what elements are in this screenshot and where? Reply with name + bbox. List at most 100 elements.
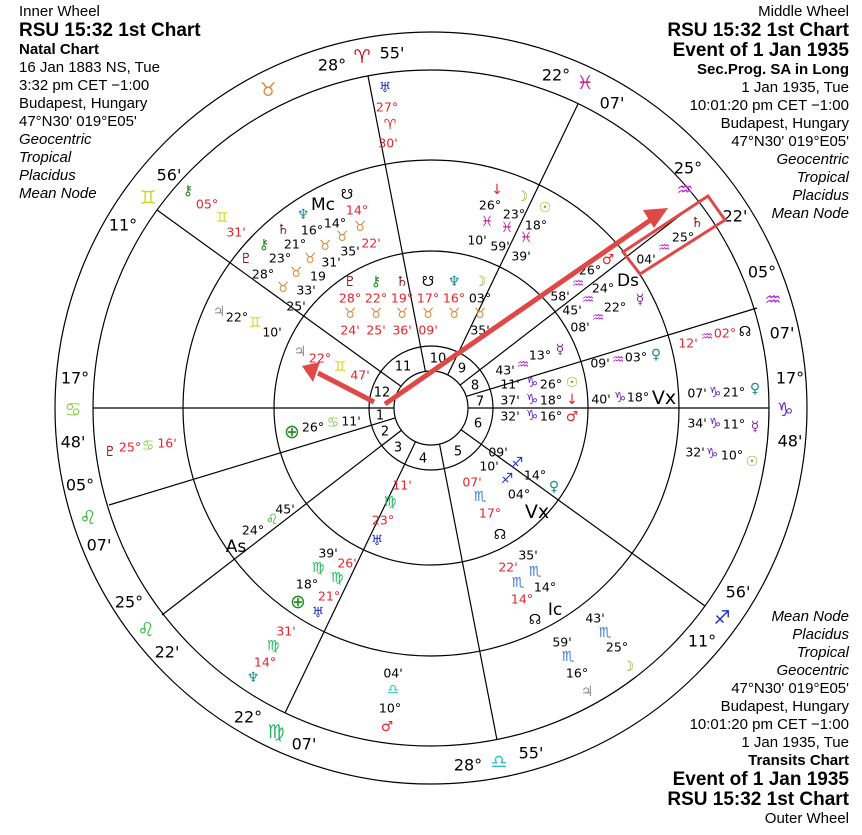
degree-label: 23° bbox=[503, 207, 525, 222]
chart-coords: 47°N30' 019°E05' bbox=[19, 113, 137, 130]
wheel-labels: 28° ♈ 55'22° ♓07'25°♒22'05°♒07'17°♑48'56'♐1… bbox=[61, 44, 805, 775]
degree-label: 37' bbox=[500, 393, 519, 408]
degree-label: 18° bbox=[627, 390, 649, 405]
neptune-glyph-icon: ♆ bbox=[448, 274, 461, 290]
gemini-glyph-icon: ♊ bbox=[216, 210, 229, 226]
node-type: Mean Node bbox=[19, 185, 97, 202]
scorpio-glyph-icon: ♏ bbox=[599, 625, 612, 641]
degree-label: 07' bbox=[462, 475, 481, 490]
chart-place: Budapest, Hungary bbox=[720, 698, 849, 715]
house-number: 12 bbox=[374, 386, 391, 401]
degree-label: 22° bbox=[234, 708, 262, 727]
mercury-glyph-icon: ☿ bbox=[636, 292, 645, 308]
pisces-glyph-icon: ♓ bbox=[520, 230, 533, 246]
degree-label: 24' bbox=[340, 323, 359, 338]
degree-label: 22' bbox=[361, 236, 380, 251]
house-number: 6 bbox=[474, 417, 482, 432]
degree-label: 56' bbox=[157, 166, 182, 185]
degree-label: 04° bbox=[508, 487, 530, 502]
degree-label: 13° bbox=[529, 348, 551, 363]
degree-label: 23° bbox=[269, 251, 291, 266]
mercury-glyph-icon: ☿ bbox=[751, 419, 760, 435]
house-number: 2 bbox=[381, 425, 389, 440]
degree-label: 43' bbox=[585, 611, 604, 626]
degree-label: 26° bbox=[479, 198, 501, 213]
chart-type: Natal Chart bbox=[19, 41, 100, 58]
degree-label: 04' bbox=[383, 666, 402, 681]
degree-label: 33' bbox=[296, 283, 315, 298]
degree-label: 18° bbox=[540, 393, 562, 408]
degree-label: 16° bbox=[540, 409, 562, 424]
degree-label: 10° bbox=[721, 448, 743, 463]
chart-type: Sec.Prog. SA in Long bbox=[697, 61, 849, 78]
virgo-glyph-icon: ♍ bbox=[267, 721, 284, 743]
chiron-glyph-icon: ⚷ bbox=[183, 183, 193, 199]
moon-glyph-icon: ☽ bbox=[474, 274, 487, 290]
house-number: 8 bbox=[471, 379, 479, 394]
event-title: Event of 1 Jan 1935 bbox=[672, 769, 849, 790]
house-number: 5 bbox=[454, 445, 462, 460]
degree-label: 58' bbox=[550, 289, 569, 304]
arrow-head-icon bbox=[643, 208, 668, 228]
taurus-glyph-icon: ♉ bbox=[448, 306, 461, 322]
as-angle-label: As bbox=[226, 537, 247, 557]
degree-label: 25' bbox=[366, 323, 385, 338]
aquarius-glyph-icon: ♒ bbox=[658, 240, 671, 256]
degree-label: 16° bbox=[566, 666, 588, 681]
degree-label: 26' bbox=[337, 556, 356, 571]
venus-glyph-icon: ♀ bbox=[549, 479, 559, 495]
degree-label: 21° bbox=[284, 237, 306, 252]
degree-label: 12' bbox=[678, 336, 697, 351]
aquarius-glyph-icon: ♒ bbox=[612, 352, 625, 368]
node-type: Mean Node bbox=[771, 205, 849, 222]
degree-label: 10° bbox=[379, 701, 401, 716]
degree-label: 07' bbox=[600, 94, 625, 113]
degree-label: 47' bbox=[350, 368, 369, 383]
degree-label: 24° bbox=[242, 523, 264, 538]
neptune-glyph-icon: ♆ bbox=[297, 207, 310, 223]
pisces-glyph-icon: ♓ bbox=[481, 214, 494, 230]
outer-wheel-info: Mean Node Placidus Tropical Geocentric 4… bbox=[667, 608, 849, 828]
zodiac-type: Tropical bbox=[796, 169, 849, 186]
chart-time: 3:32 pm CET −1:00 bbox=[19, 77, 150, 94]
vertex-label: Vx bbox=[652, 387, 676, 409]
north-node-glyph-icon: ☊ bbox=[494, 527, 506, 543]
chart-place: Budapest, Hungary bbox=[19, 95, 148, 112]
degree-label: 31' bbox=[276, 624, 295, 639]
chart-time: 10:01:20 pm CET −1:00 bbox=[689, 97, 849, 114]
degree-label: 25° bbox=[606, 640, 628, 655]
sagittarius-glyph-icon: ♐ bbox=[511, 455, 524, 471]
zodiac-view: Geocentric bbox=[19, 131, 92, 148]
jupiter-glyph-icon: ♃ bbox=[581, 684, 594, 700]
house-number: 9 bbox=[458, 362, 466, 377]
degree-label: 30' bbox=[378, 136, 397, 151]
ds-angle-label: Ds bbox=[617, 271, 639, 291]
degree-label: 18° bbox=[296, 577, 318, 592]
aquarius-glyph-icon: ♒ bbox=[592, 310, 605, 326]
moon-glyph-icon: ☽ bbox=[516, 189, 529, 205]
jupiter-glyph-icon: ♃ bbox=[294, 344, 307, 360]
aquarius-glyph-icon: ♒ bbox=[764, 289, 781, 311]
earth-glyph-icon: ⊕ bbox=[284, 421, 300, 443]
degree-label: 35' bbox=[340, 244, 359, 259]
degree-label: 14° bbox=[254, 655, 276, 670]
capricorn-glyph-icon: ♑ bbox=[526, 392, 539, 408]
degree-label: 05° bbox=[196, 197, 218, 212]
chart-time: 10:01:20 pm CET −1:00 bbox=[689, 716, 849, 733]
degree-label: 11° bbox=[688, 632, 716, 651]
taurus-glyph-icon: ♉ bbox=[354, 219, 367, 235]
north-node-glyph-icon: ☊ bbox=[529, 612, 541, 628]
gemini-glyph-icon: ♊ bbox=[139, 187, 156, 209]
ic-angle-label: Ic bbox=[548, 600, 562, 620]
degree-label: 28° bbox=[318, 56, 346, 75]
degree-label: 56' bbox=[726, 583, 751, 602]
taurus-glyph-icon: ♉ bbox=[290, 265, 303, 281]
arrow-line bbox=[316, 370, 376, 405]
venus-glyph-icon: ♀ bbox=[651, 347, 661, 363]
virgo-glyph-icon: ♍ bbox=[312, 560, 325, 576]
aquarius-glyph-icon: ♒ bbox=[582, 292, 595, 308]
aries-glyph-icon: ♈ bbox=[384, 117, 397, 133]
leo-glyph-icon: ♌ bbox=[79, 507, 96, 529]
taurus-glyph-icon: ♉ bbox=[319, 238, 332, 254]
